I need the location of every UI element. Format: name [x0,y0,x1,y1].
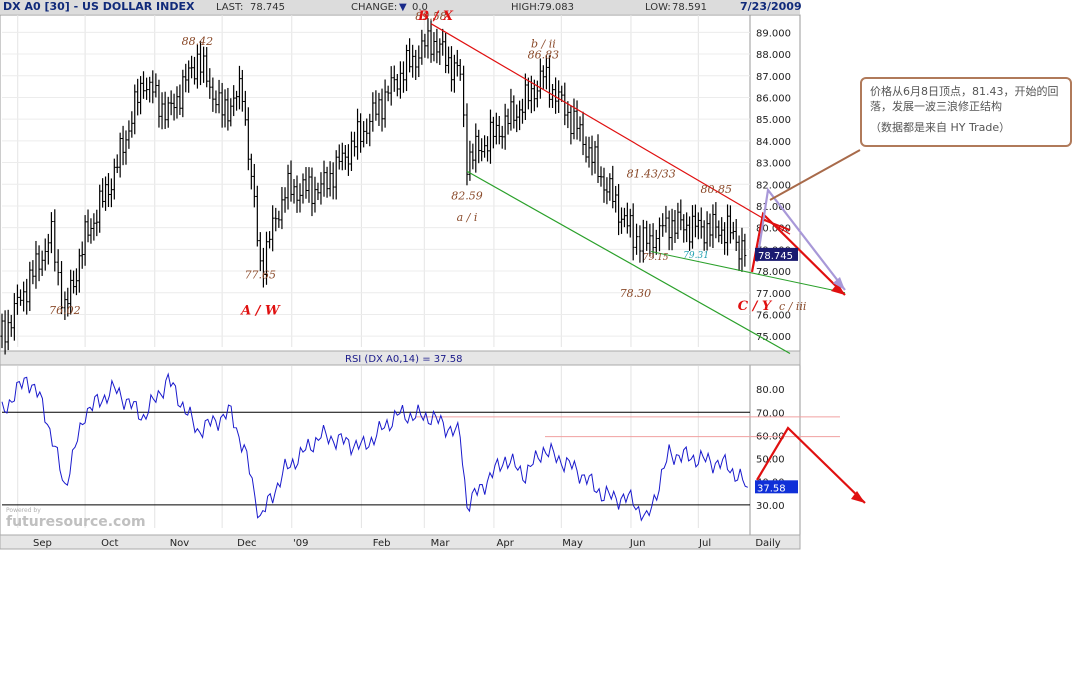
rsi-last-value-box [755,480,798,494]
low-value: 78.591 [672,2,707,13]
time-tick-label: Jul [698,538,711,549]
last-label: LAST: [216,2,244,13]
rsi-tick-label: 80.00 [756,385,785,396]
price-tick-label: 83.000 [756,159,791,170]
price-tick-label: 88.000 [756,50,791,61]
low-label: LOW: [645,2,671,13]
green-channel-line-upper [651,251,846,294]
arrow-head-icon [851,491,865,503]
watermark: futuresource.com [6,514,146,530]
arrow-head-icon [831,283,845,295]
time-tick-label: Nov [170,538,190,549]
price-annotation: 89.58 [415,10,447,23]
symbol-title: DX A0 [30] - US DOLLAR INDEX [3,0,195,13]
projection-arrow-red-short [763,219,791,231]
price-annotation: A / W [239,303,281,318]
price-annotation: 80.85 [701,183,733,196]
price-tick-label: 87.000 [756,72,791,83]
price-annotation: C / Y [738,299,773,314]
arrow-head-icon [833,277,845,290]
change-value: 0.0 [412,2,428,13]
price-annotation: c / iii [779,300,806,313]
price-tick-label: 80.000 [756,224,791,235]
price-tick-label: 77.000 [756,289,791,300]
last-value: 78.745 [250,2,285,13]
note-line-1: 价格从6月8日顶点，81.43，开始的回落，发展一波三浪修正结构 [870,85,1059,113]
time-axis-bar [0,534,801,550]
high-label: HIGH: [511,2,541,13]
chart-date: 7/23/2009 [740,0,802,13]
time-tick-label: Feb [373,538,391,549]
price-tick-label: 81.000 [756,202,791,213]
price-tick-label: 86.000 [756,93,791,104]
time-tick-label: Oct [101,538,118,549]
price-annotation: 79.15 [643,253,669,263]
projection-arrow-purple [755,187,846,291]
last-price-label: 78.745 [758,251,793,262]
price-tick-label: 78.000 [756,267,791,278]
price-annotation: B / X [417,9,454,24]
rsi-line [1,372,748,522]
red-channel-line [430,23,791,235]
time-tick-label: '09 [293,538,308,549]
chart-header-bar [0,0,800,14]
rsi-tick-label: 70.00 [756,408,785,419]
annotation-note-box: 价格从6月8日顶点，81.43，开始的回落，发展一波三浪修正结构 （数据都是来自… [860,77,1072,147]
note-line-2: （数据都是来自 HY Trade） [870,121,1011,134]
rsi-title: RSI (DX A0,14) = 37.58 [345,354,462,365]
time-tick-label: Mar [431,538,451,549]
time-tick-label: Dec [237,538,256,549]
price-annotation: b / ii [531,38,556,51]
rsi-tick-label: 50.00 [756,455,785,466]
price-annotation: 81.43/33 [627,168,676,181]
last-price-box [755,247,798,261]
green-channel-line-lower [466,170,791,355]
time-tick-label: Sep [33,538,52,549]
price-annotation: 88.42 [182,35,214,48]
watermark-small: Powered by [6,507,41,514]
time-tick-label: Daily [755,538,780,549]
price-tick-label: 76.000 [756,310,791,321]
time-tick-label: Jun [629,538,646,549]
price-annotation: 82.59 [451,189,483,202]
rsi-header-bar [0,350,801,366]
rsi-last-value-label: 37.58 [757,483,786,494]
price-tick-label: 89.000 [756,28,791,39]
price-annotation: 76.02 [49,304,81,317]
price-annotation: a / i [457,211,478,224]
price-annotation: 79.31 [683,251,709,261]
time-tick-label: May [562,538,583,549]
price-annotation: 86.83 [528,48,560,61]
price-tick-label: 82.000 [756,180,791,191]
price-tick-label: 84.000 [756,137,791,148]
rsi-projection-arrow [756,426,866,504]
price-tick-label: 75.000 [756,332,791,343]
high-value: 79.083 [539,2,574,13]
price-annotation: 78.30 [620,287,652,300]
price-tick-label: 85.000 [756,115,791,126]
change-down-icon: ▼ [399,2,407,13]
price-annotation: 77.65 [245,269,277,282]
change-label: CHANGE: [351,2,398,13]
rsi-tick-label: 30.00 [756,501,785,512]
note-pointer-line [769,149,861,201]
time-tick-label: Apr [497,538,515,549]
